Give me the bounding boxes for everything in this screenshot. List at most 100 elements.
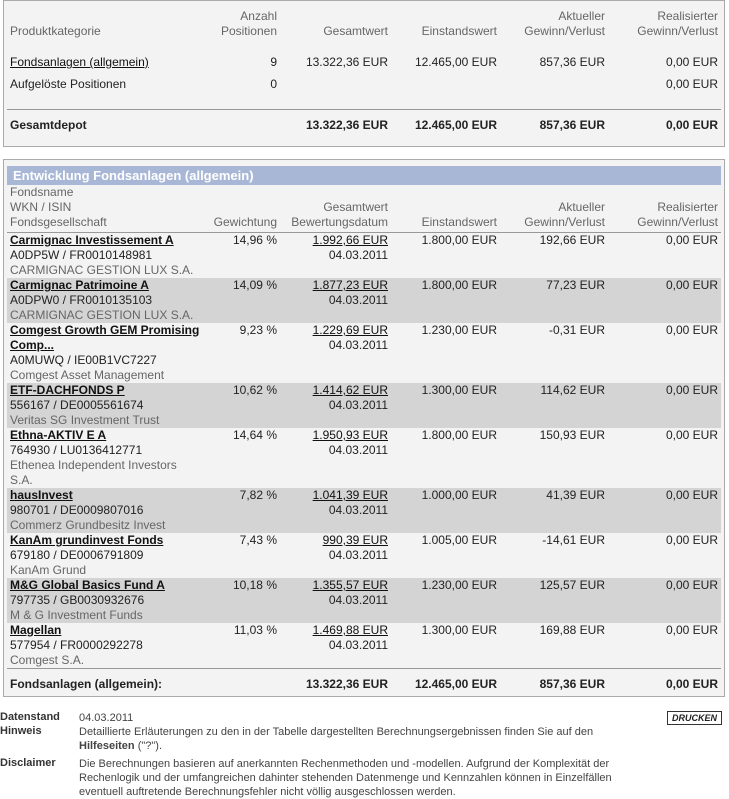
total-row: Gesamtdepot 13.322,36 EUR 12.465,00 EUR 857… <box>7 108 721 141</box>
valuation-date: 04.03.2011 <box>328 548 388 562</box>
fund-row: Carmignac Patrimoine A A0DPW0 / FR0010135… <box>7 278 721 323</box>
cost: 1.800,00 EUR <box>391 278 500 323</box>
value-link[interactable]: 1.877,23 EUR <box>312 278 388 292</box>
value-link[interactable]: 1.041,39 EUR <box>312 488 388 502</box>
cost: 1.230,00 EUR <box>421 323 497 337</box>
column-header: Fondsname WKN / ISIN Fondsgesellschaft <box>7 185 204 233</box>
help-link[interactable]: Hilfeseiten <box>79 740 135 752</box>
value-cell: 1.950,93 EUR 04.03.2011 <box>280 428 391 488</box>
fund-link[interactable]: Carmignac Patrimoine A <box>10 278 149 292</box>
total-cell: 0,00 EUR <box>608 108 721 141</box>
column-header: Aktueller Gewinn/Verlust <box>500 185 608 233</box>
fund-code: 980701 / DE0009807016 <box>10 503 144 517</box>
gain: -14,61 EUR <box>542 533 605 547</box>
weight: 14,09 % <box>204 278 280 323</box>
column-header: Realisierter Gewinn/Verlust <box>637 9 718 38</box>
fund-row: Magellan 577954 / FR0000292278 Comgest S.A… <box>7 623 721 669</box>
value-link[interactable]: 1.355,57 EUR <box>312 578 388 592</box>
valuation-date: 04.03.2011 <box>328 443 388 457</box>
fund-code: 556167 / DE0005561674 <box>10 398 144 412</box>
fund-link[interactable]: hausInvest <box>10 488 73 502</box>
fund-company: Comgest S.A. <box>10 653 85 667</box>
label: Hinweis <box>0 725 42 737</box>
weight: 10,62 % <box>204 383 280 428</box>
column-header: Einstandswert <box>421 24 497 38</box>
cell: 0,00 EUR <box>608 55 721 77</box>
detail-box: Entwicklung Fondsanlagen (allgemein) Fond… <box>3 159 725 700</box>
fund-link[interactable]: Magellan <box>10 623 62 637</box>
fund-company: CARMIGNAC GESTION LUX S.A. <box>10 263 194 277</box>
cell: 857,36 EUR <box>500 55 608 77</box>
realized: 0,00 EUR <box>665 533 718 547</box>
total-cell <box>204 668 280 700</box>
fund-row: Carmignac Investissement A A0DP5W / FR001… <box>7 233 721 279</box>
fund-link[interactable]: Ethna-AKTIV E A <box>10 428 107 442</box>
column-header: Gesamtwert <box>323 24 388 38</box>
value-cell: 1.041,39 EUR 04.03.2011 <box>280 488 391 533</box>
total-cell: 13.322,36 EUR <box>280 108 391 141</box>
value-cell: 1.414,62 EUR 04.03.2011 <box>280 383 391 428</box>
cell: 9 <box>204 55 280 77</box>
label: Datenstand <box>0 711 60 723</box>
cost: 1.800,00 EUR <box>421 233 497 247</box>
fund-cell: Magellan 577954 / FR0000292278 Comgest S.A… <box>7 623 204 669</box>
value-cell: 1.355,57 EUR 04.03.2011 <box>280 578 391 623</box>
value-link[interactable]: 1.950,93 EUR <box>312 428 388 442</box>
cell <box>500 77 608 99</box>
section-title: Entwicklung Fondsanlagen (allgemein) <box>7 166 721 185</box>
cost: 1.300,00 EUR <box>421 623 497 637</box>
cell: Fondsanlagen (allgemein) <box>7 55 204 77</box>
valuation-date: 04.03.2011 <box>328 338 388 352</box>
cost: 1.000,00 EUR <box>391 488 500 533</box>
weight: 9,23 % <box>239 323 277 337</box>
cell-text: 0,00 EUR <box>665 77 718 91</box>
header-row: Fondsname WKN / ISIN Fondsgesellschaft Ge… <box>7 185 721 233</box>
value-link[interactable]: 1.414,62 EUR <box>312 383 388 397</box>
cell-text: 12.465,00 EUR <box>414 55 497 69</box>
column-header: Gesamtwert Bewertungsdatum <box>280 185 391 233</box>
total-cell <box>204 108 280 141</box>
summary-row: Aufgelöste Positionen 0 0,00 EUR <box>7 77 721 99</box>
value-link[interactable]: 1.229,69 EUR <box>312 323 388 337</box>
total-cell: Gesamtdepot <box>7 108 204 141</box>
hint-part: ("?"). <box>134 740 163 752</box>
fund-company: CARMIGNAC GESTION LUX S.A. <box>10 308 194 322</box>
category-link[interactable]: Fondsanlagen (allgemein) <box>10 55 149 69</box>
cell: 0 <box>204 77 280 99</box>
fund-link[interactable]: Comgest Growth GEM Promising Comp... <box>10 323 200 352</box>
fund-link[interactable]: ETF-DACHFONDS P <box>10 383 125 397</box>
value-cell: 1.877,23 EUR 04.03.2011 <box>280 278 391 323</box>
label: Disclaimer <box>0 757 56 769</box>
realized: 0,00 EUR <box>608 383 721 428</box>
gain: 41,39 EUR <box>500 488 608 533</box>
realized: 0,00 EUR <box>665 233 718 247</box>
print-button[interactable]: DRUCKEN <box>667 711 722 725</box>
fund-row: hausInvest 980701 / DE0009807016 Commerz G… <box>7 488 721 533</box>
realized: 0,00 EUR <box>665 623 718 637</box>
cell-text: Aufgelöste Positionen <box>10 77 127 91</box>
gain: 150,93 EUR <box>539 428 605 442</box>
cell <box>280 77 391 99</box>
fund-company: Comgest Asset Management <box>10 368 165 382</box>
fund-link[interactable]: M&G Global Basics Fund A <box>10 578 165 592</box>
valuation-date: 04.03.2011 <box>328 638 388 652</box>
column-header: Realisierter Gewinn/Verlust <box>608 185 721 233</box>
realized: 0,00 EUR <box>665 323 718 337</box>
gain: 77,23 EUR <box>500 278 608 323</box>
value-link[interactable]: 1.469,88 EUR <box>312 623 388 637</box>
value-link[interactable]: 990,39 EUR <box>322 533 388 547</box>
cell: 12.465,00 EUR <box>391 55 500 77</box>
hint-text: Detaillierte Erläuterungen zu den in der… <box>79 725 649 753</box>
fund-link[interactable]: KanAm grundinvest Fonds <box>10 533 164 547</box>
total-cell: 12.465,00 EUR <box>391 108 500 141</box>
fund-link[interactable]: Carmignac Investissement A <box>10 233 174 247</box>
weight: 14,96 % <box>232 233 277 247</box>
realized: 0,00 EUR <box>608 278 721 323</box>
value-link[interactable]: 1.992,66 EUR <box>312 233 388 247</box>
fund-cell: hausInvest 980701 / DE0009807016 Commerz G… <box>7 488 204 533</box>
realized: 0,00 EUR <box>665 428 718 442</box>
fund-company: M & G Investment Funds <box>10 608 143 622</box>
fund-row: KanAm grundinvest Fonds 679180 / DE000679… <box>7 533 721 578</box>
gain: 125,57 EUR <box>500 578 608 623</box>
fund-cell: M&G Global Basics Fund A 797735 / GB00309… <box>7 578 204 623</box>
